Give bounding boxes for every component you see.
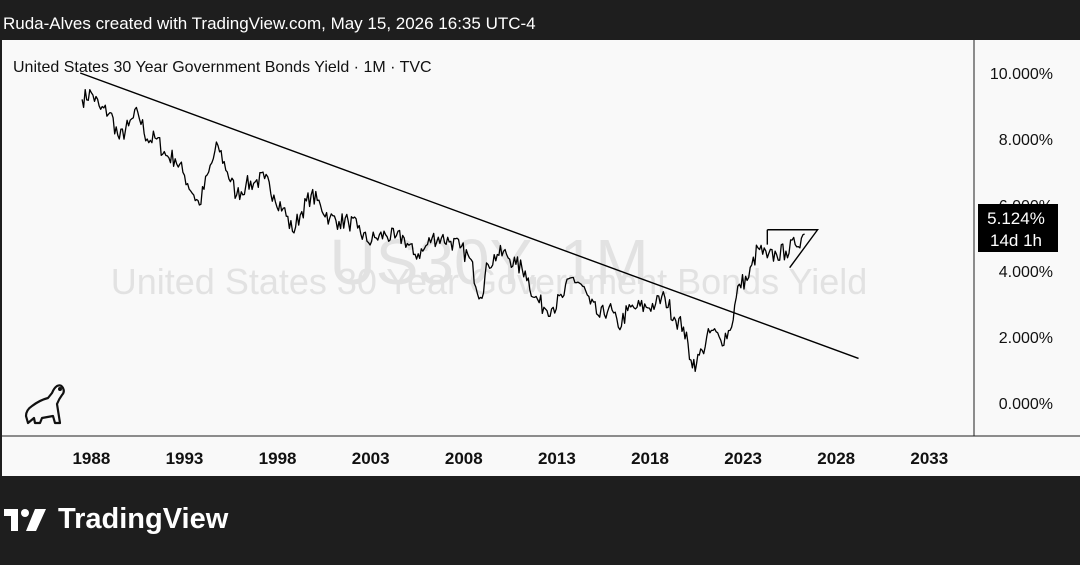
countdown-label: 14d 1h [990, 231, 1042, 250]
time-axis[interactable]: 1988 1993 1998 2003 2008 2013 2018 2023 2028 2033 [72, 449, 948, 468]
y-tick-label: 0.000% [999, 396, 1053, 413]
chart-title: United States 30 Year Government Bonds Y… [13, 59, 432, 76]
footer-bar [0, 476, 1080, 565]
y-tick-label: 8.000% [999, 132, 1053, 149]
chart-panel[interactable]: US30Y, 1M United States 30 Year Governme… [2, 40, 1080, 476]
price-axis[interactable]: 10.000%8.000%6.000%4.000%2.000%0.000% [990, 66, 1053, 413]
y-tick-label: 2.000% [999, 330, 1053, 347]
brand[interactable]: TradingView [4, 503, 228, 536]
price-series [81, 88, 805, 373]
chart-svg[interactable]: US30Y, 1M United States 30 Year Governme… [2, 40, 1080, 476]
triangle-pattern[interactable] [766, 229, 819, 269]
tradingview-logo-icon [4, 508, 46, 531]
x-tick-label: 1988 [72, 449, 110, 468]
y-tick-label: 10.000% [990, 66, 1053, 83]
last-price-box [978, 204, 1058, 252]
x-tick-label: 2008 [445, 449, 483, 468]
x-tick-label: 1998 [259, 449, 297, 468]
y-tick-label: 4.000% [999, 264, 1053, 281]
drawings-layer[interactable] [79, 72, 859, 360]
x-tick-label: 2003 [352, 449, 390, 468]
dinosaur-logo-icon [24, 384, 65, 425]
x-tick-label: 2028 [817, 449, 855, 468]
brand-name: TradingView [58, 503, 229, 535]
x-tick-label: 2018 [631, 449, 669, 468]
x-tick-label: 2033 [910, 449, 948, 468]
last-price-label: 5.124% 14d 1h [978, 204, 1058, 252]
last-price-value: 5.124% [987, 209, 1045, 228]
price-line [81, 88, 805, 373]
x-tick-label: 1993 [166, 449, 204, 468]
trendline[interactable] [79, 72, 859, 360]
x-tick-label: 2013 [538, 449, 576, 468]
header-bar: Ruda-Alves created with TradingView.com,… [0, 0, 1080, 40]
x-tick-label: 2023 [724, 449, 762, 468]
attribution-text: Ruda-Alves created with TradingView.com,… [3, 14, 536, 33]
